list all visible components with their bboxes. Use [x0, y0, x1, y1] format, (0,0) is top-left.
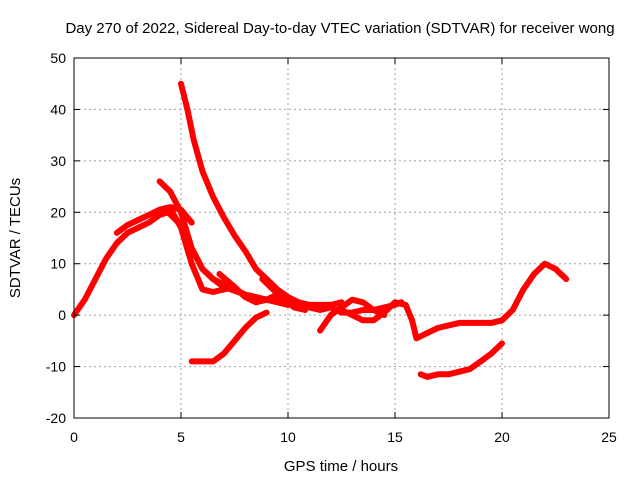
- series-track-6: [216, 271, 313, 311]
- series-track-7: [259, 276, 309, 313]
- chart-title: Day 270 of 2022, Sidereal Day-to-day VTE…: [65, 20, 614, 37]
- x-tick-label: 10: [280, 429, 296, 445]
- y-axis-label: SDTVAR / TECUs: [7, 178, 24, 298]
- y-tick-label: 40: [50, 101, 66, 117]
- series-track-8: [188, 309, 270, 365]
- axis-ticks: 0 5 10 15 20 25 -20 -10 0 10 20 30 40 50: [46, 50, 617, 445]
- x-tick-label: 20: [494, 429, 510, 445]
- plot-frame: [73, 57, 610, 419]
- y-tick-label: -20: [46, 410, 66, 426]
- series-track-10: [338, 299, 505, 342]
- data-series: [71, 80, 570, 380]
- series-track-12: [417, 340, 505, 380]
- y-tick-label: 50: [50, 50, 66, 66]
- y-tick-label: -10: [46, 359, 66, 375]
- x-axis-label: GPS time / hours: [284, 458, 398, 475]
- series-track-3: [156, 178, 291, 308]
- grid-lines: [74, 58, 609, 418]
- series-track-9: [317, 296, 388, 334]
- series-track-4: [169, 209, 238, 295]
- y-tick-label: 30: [50, 153, 66, 169]
- y-tick-label: 10: [50, 256, 66, 272]
- x-tick-label: 0: [70, 429, 78, 445]
- x-tick-label: 15: [387, 429, 403, 445]
- x-tick-label: 25: [601, 429, 617, 445]
- series-track-11: [499, 260, 570, 324]
- y-tick-label: 20: [50, 204, 66, 220]
- x-tick-label: 5: [177, 429, 185, 445]
- y-tick-label: 0: [58, 307, 66, 323]
